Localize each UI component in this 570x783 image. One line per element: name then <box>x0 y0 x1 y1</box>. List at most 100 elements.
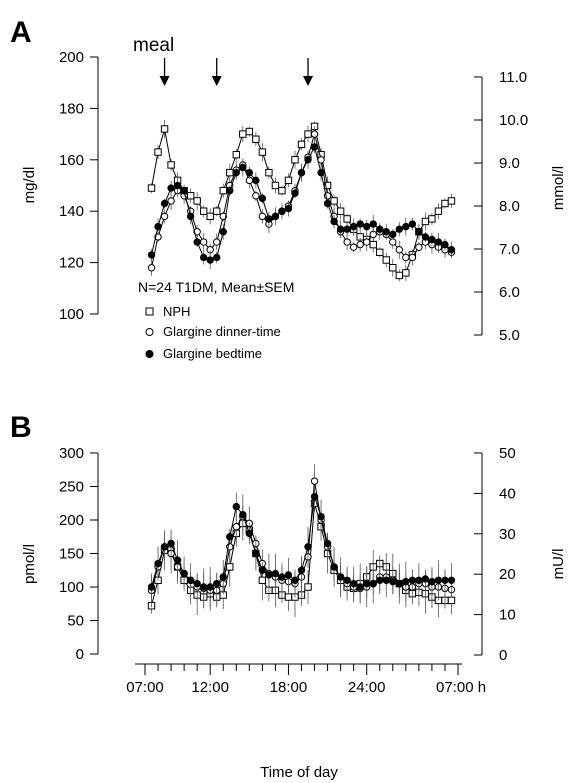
panel-a-point-nph <box>323 181 332 190</box>
panel-b-point-glargine-bedtime <box>239 510 247 519</box>
panel-a-point-glargine-bedtime <box>395 225 404 233</box>
legend: NPH Glargine dinner-time Glargine bedtim… <box>145 304 281 361</box>
panel-a-point-nph <box>291 156 299 164</box>
meal-arrow-head <box>211 76 222 86</box>
panel-a-right-tick-label: 5.0 <box>499 327 520 344</box>
panel-b-right-tick-label: 50 <box>499 445 516 462</box>
x-axis: 07:00 12:00 18:00 24:00 07:00 h <box>126 663 486 696</box>
panel-b-point-nph <box>284 593 293 601</box>
panel-a-point-nph <box>428 215 436 223</box>
panel-a-point-glargine-dinner-time <box>356 240 364 249</box>
panel-b-point-glargine-bedtime <box>193 579 201 588</box>
panel-a-point-glargine-bedtime <box>349 222 358 231</box>
panel-a-point-glargine-dinner-time <box>310 130 319 138</box>
panel-a-point-glargine-bedtime <box>363 222 371 231</box>
panel-a-point-glargine-bedtime <box>213 253 221 262</box>
panel-b-point-glargine-bedtime <box>441 576 449 584</box>
panel-b-point-glargine-dinner-time <box>232 523 240 531</box>
panel-a-point-glargine-dinner-time <box>343 238 351 246</box>
panel-a-point-nph <box>252 135 260 143</box>
panel-a-point-nph <box>402 269 410 277</box>
panel-a-point-nph <box>245 127 254 136</box>
panel-a-point-nph <box>421 217 430 226</box>
panel-b-right-tick-label: 20 <box>499 566 516 583</box>
panel-a-point-glargine-bedtime <box>173 181 182 190</box>
panel-a-point-nph <box>389 264 397 272</box>
panel-a-point-glargine-bedtime <box>310 143 319 151</box>
panel-a-point-glargine-bedtime <box>271 212 280 221</box>
panel-a-point-glargine-bedtime <box>402 222 410 231</box>
panel-a-point-nph <box>206 212 214 221</box>
legend-label-glargine-bedtime: Glargine bedtime <box>163 346 262 361</box>
panel-b-point-glargine-bedtime <box>252 549 260 558</box>
panel-a-point-nph <box>239 130 247 138</box>
panel-a-point-glargine-bedtime <box>232 168 240 177</box>
panel-a-point-glargine-bedtime <box>167 184 175 192</box>
legend-label-glargine-dinner-time: Glargine dinner-time <box>163 324 281 339</box>
panel-a-point-nph <box>271 181 280 190</box>
panel-b-point-glargine-bedtime <box>408 576 417 584</box>
panel-a-point-nph <box>447 197 456 205</box>
panel-b-point-nph <box>226 563 234 571</box>
panel-b-right-tick-label: 10 <box>499 607 516 624</box>
panel-b-point-glargine-bedtime <box>186 576 195 584</box>
panel-a-left-tick-label: 160 <box>59 152 84 169</box>
panel-a-point-glargine-bedtime <box>239 163 247 172</box>
panel-b-point-glargine-bedtime <box>180 569 188 578</box>
panel-a-point-glargine-bedtime <box>428 235 436 244</box>
panel-b-point-glargine-bedtime <box>363 579 371 588</box>
x-axis-tick-label: 07:00 h <box>436 679 486 696</box>
panel-a-right-tick-label: 9.0 <box>499 155 520 172</box>
panel-a-point-glargine-bedtime <box>343 225 351 233</box>
panel-a-point-glargine-bedtime <box>193 238 201 246</box>
panel-b-right-tick-label: 0 <box>499 647 507 664</box>
panel-b-point-glargine-bedtime <box>310 492 319 501</box>
panel-a-point-glargine-dinner-time <box>147 264 156 272</box>
panel-a-point-glargine-dinner-time <box>408 253 417 262</box>
panel-a-point-nph <box>154 148 162 156</box>
panel-b-point-glargine-bedtime <box>336 573 345 581</box>
panel-b-point-glargine-bedtime <box>167 539 175 548</box>
panel-a-plot: 100 120 140 160 180 200 5.0 6.0 7.0 8.0 9.0 10.0 11.… <box>59 49 528 344</box>
panel-a-point-glargine-bedtime <box>199 253 208 262</box>
panel-a-point-glargine-dinner-time <box>252 192 260 200</box>
legend-marker-glargine-bedtime <box>145 350 154 358</box>
panel-b-point-glargine-bedtime <box>284 571 293 579</box>
panel-a-right-tick-label: 6.0 <box>499 284 520 301</box>
panel-a-point-nph <box>278 186 286 195</box>
panel-a-point-glargine-bedtime <box>421 233 430 241</box>
panel-b-point-glargine-bedtime <box>447 576 456 584</box>
panel-b-point-glargine-bedtime <box>395 579 404 588</box>
meal-label: meal <box>133 35 174 56</box>
panel-b-point-glargine-bedtime <box>415 576 423 584</box>
panel-a-point-nph <box>232 150 240 159</box>
legend-marker-nph <box>145 307 154 316</box>
panel-a-point-glargine-bedtime <box>252 176 260 185</box>
panel-a-point-nph <box>265 168 273 177</box>
panel-b-point-glargine-bedtime <box>219 573 227 581</box>
panel-b-point-glargine-dinner-time <box>310 477 319 485</box>
panel-a-point-glargine-bedtime <box>226 186 234 195</box>
panel-b-point-glargine-bedtime <box>421 575 430 583</box>
panel-a-right-axis-title: mmol/l <box>550 166 567 210</box>
panel-b-left-tick-label: 150 <box>59 546 84 563</box>
panel-a-point-glargine-bedtime <box>278 207 286 215</box>
panel-a-point-glargine-bedtime <box>154 222 162 231</box>
panel-b-point-glargine-bedtime <box>226 533 234 541</box>
panel-a-point-nph <box>186 192 195 200</box>
panel-b-point-nph <box>447 596 456 605</box>
panel-b-left-tick-label: 0 <box>76 646 84 663</box>
panel-b-point-glargine-bedtime <box>199 583 208 591</box>
panel-b-point-glargine-bedtime <box>317 512 325 521</box>
panel-b-left-tick-label: 300 <box>59 445 84 462</box>
x-axis-tick-label: 12:00 <box>191 679 229 696</box>
panel-a-point-glargine-bedtime <box>408 220 417 228</box>
panel-a-point-glargine-bedtime <box>284 204 293 213</box>
meal-arrow-head <box>159 76 170 86</box>
panel-a-point-nph <box>330 197 338 205</box>
panel-b-point-glargine-bedtime <box>278 573 286 581</box>
legend-note: N=24 T1DM, Mean±SEM <box>138 279 294 295</box>
panel-a-point-nph <box>147 184 156 192</box>
panel-b-right-tick-label: 40 <box>499 485 516 502</box>
